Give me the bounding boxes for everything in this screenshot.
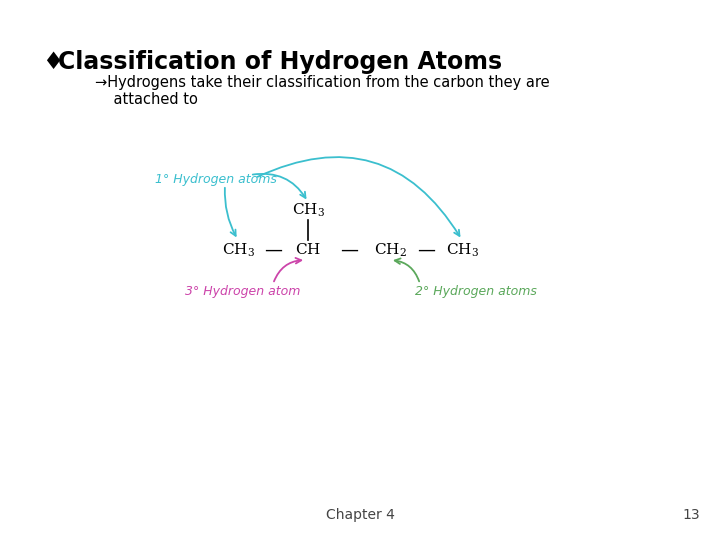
Text: —: —	[340, 241, 358, 259]
Text: 2° Hydrogen atoms: 2° Hydrogen atoms	[415, 286, 537, 299]
Text: $\mathrm{CH_3}$: $\mathrm{CH_3}$	[222, 241, 254, 259]
Text: $\mathrm{CH_2}$: $\mathrm{CH_2}$	[374, 241, 406, 259]
Text: $\mathrm{CH_3}$: $\mathrm{CH_3}$	[292, 201, 325, 219]
Text: Chapter 4: Chapter 4	[325, 508, 395, 522]
Text: —: —	[264, 241, 282, 259]
Text: ♦: ♦	[42, 50, 63, 74]
Text: $\mathrm{CH}$: $\mathrm{CH}$	[295, 242, 321, 258]
Text: 3° Hydrogen atom: 3° Hydrogen atom	[185, 286, 300, 299]
Text: →Hydrogens take their classification from the carbon they are
    attached to: →Hydrogens take their classification fro…	[95, 75, 549, 107]
Text: Classification of Hydrogen Atoms: Classification of Hydrogen Atoms	[58, 50, 502, 74]
Text: 13: 13	[683, 508, 700, 522]
Text: —: —	[417, 241, 435, 259]
Text: 1° Hydrogen atoms: 1° Hydrogen atoms	[155, 173, 277, 186]
Text: $\mathrm{CH_3}$: $\mathrm{CH_3}$	[446, 241, 479, 259]
